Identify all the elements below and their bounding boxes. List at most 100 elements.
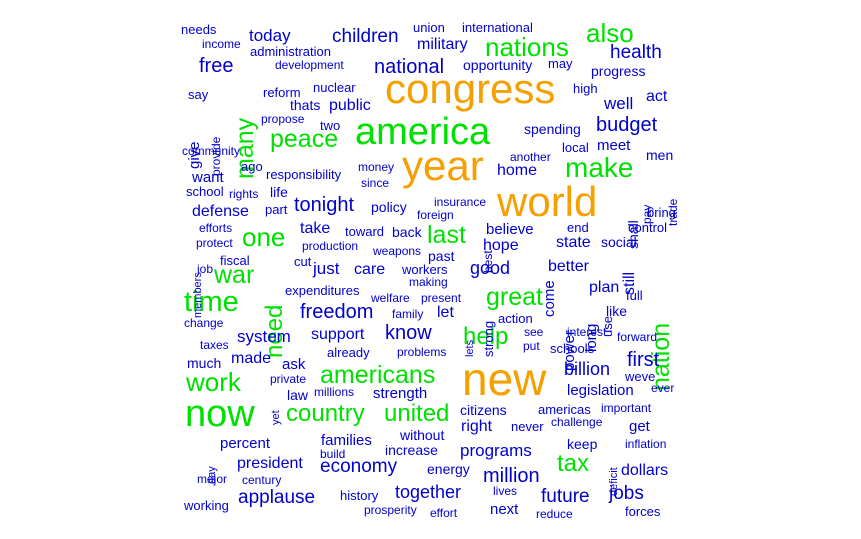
word-defense: defense	[192, 203, 249, 220]
word-action: action	[498, 311, 533, 326]
word-americas: americas	[538, 402, 591, 417]
word-war: war	[214, 261, 255, 289]
word-economy: economy	[320, 456, 398, 477]
word-new: new	[462, 353, 547, 405]
word-workers: workers	[402, 262, 448, 277]
word-never: never	[511, 419, 544, 434]
word-spending: spending	[524, 121, 581, 137]
word-efforts: efforts	[199, 221, 233, 235]
word-fiscal: fiscal	[220, 253, 250, 268]
word-part: part	[265, 202, 288, 217]
word-reduce: reduce	[536, 507, 573, 521]
word-come: come	[541, 280, 558, 317]
word-health: health	[610, 42, 662, 63]
word-local: local	[562, 140, 589, 155]
word-good: good	[470, 258, 511, 278]
word-together: together	[395, 482, 462, 502]
word-welfare: welfare	[371, 291, 410, 305]
word-family: family	[392, 307, 424, 321]
word-world: world	[497, 178, 598, 225]
word-union: union	[413, 20, 445, 35]
word-military: military	[417, 36, 468, 53]
word-president: president	[237, 455, 303, 472]
word-united: united	[384, 400, 450, 427]
word-expenditures: expenditures	[285, 283, 360, 298]
word-millions: millions	[314, 385, 355, 399]
word-may: may	[548, 56, 573, 71]
word-reform: reform	[263, 85, 301, 100]
word-meet: meet	[597, 137, 631, 154]
word-end: end	[567, 220, 589, 235]
word-important: important	[601, 401, 652, 415]
word-inflation: inflation	[625, 437, 667, 451]
word-congress: congress	[385, 65, 556, 112]
word-yet: yet	[270, 410, 282, 425]
word-cut: cut	[294, 254, 312, 269]
word-men: men	[646, 147, 674, 163]
word-major: major	[197, 472, 228, 486]
word-ask: ask	[282, 356, 306, 373]
word-well: well	[604, 94, 634, 113]
word-help: help	[463, 323, 509, 350]
word-control: control	[628, 220, 668, 235]
word-let: let	[437, 304, 454, 321]
word-production: production	[302, 239, 359, 253]
word-million: million	[483, 465, 540, 487]
word-opportunity: opportunity	[463, 57, 533, 73]
word-responsibility: responsibility	[266, 167, 342, 182]
word-international: international	[462, 20, 533, 35]
word-believe: believe	[486, 221, 534, 238]
word-another: another	[510, 150, 551, 164]
word-applause: applause	[238, 487, 316, 508]
word-say: say	[188, 87, 209, 102]
word-keep: keep	[567, 436, 598, 452]
word-free: free	[199, 55, 234, 77]
word-two: two	[320, 118, 341, 133]
word-forward: forward	[617, 330, 658, 344]
word-community: community	[182, 144, 241, 158]
word-protect: protect	[196, 236, 233, 250]
word-toward: toward	[345, 224, 385, 239]
word-job: job	[197, 262, 214, 276]
word-money: money	[358, 160, 395, 174]
word-full: full	[626, 288, 643, 303]
word-foreign: foreign	[417, 208, 454, 222]
word-interest: interest	[567, 325, 607, 339]
word-take: take	[300, 220, 331, 237]
word-nations: nations	[485, 32, 569, 62]
word-first: first	[627, 349, 660, 371]
word-increase: increase	[385, 442, 438, 458]
word-problems: problems	[397, 345, 447, 359]
word-billion: billion	[564, 359, 611, 379]
word-programs: programs	[460, 441, 532, 460]
word-work: work	[186, 367, 241, 397]
word-rights: rights	[229, 187, 259, 201]
word-build: build	[320, 447, 346, 461]
word-weapons: weapons	[373, 244, 422, 258]
word-percent: percent	[220, 435, 271, 452]
word-plan: plan	[589, 279, 620, 296]
word-dollars: dollars	[621, 462, 669, 479]
word-right: right	[461, 418, 493, 435]
word-hope: hope	[483, 237, 519, 254]
word-country: country	[286, 400, 365, 427]
word-already: already	[327, 345, 370, 360]
word-budget: budget	[596, 114, 658, 136]
word-system: system	[237, 327, 291, 346]
word-legislation: legislation	[567, 382, 634, 399]
word-lets: lets	[464, 339, 476, 357]
word-high: high	[573, 81, 598, 96]
word-better: better	[548, 258, 589, 275]
word-peace: peace	[270, 125, 339, 153]
word-one: one	[242, 222, 286, 252]
word-life: life	[270, 184, 288, 200]
word-time: time	[184, 286, 239, 318]
word-also: also	[586, 18, 634, 48]
word-americans: americans	[320, 361, 436, 389]
word-strong: strong	[481, 320, 496, 357]
word-lives: lives	[493, 484, 518, 498]
word-great: great	[486, 283, 543, 311]
word-year: year	[402, 142, 484, 189]
word-see: see	[524, 325, 544, 339]
